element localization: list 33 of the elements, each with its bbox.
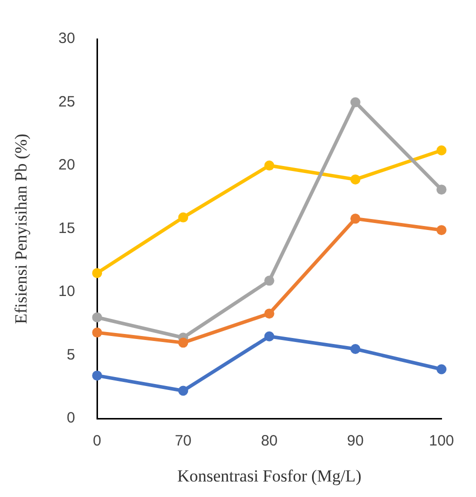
point <box>264 308 274 319</box>
point <box>436 145 446 156</box>
point <box>350 174 360 184</box>
point <box>178 212 188 222</box>
y-axis-title: Efisiensi Penyisihan Pb (%) <box>12 134 31 324</box>
y-tick-label: 0 <box>66 410 76 427</box>
point <box>178 338 188 348</box>
point <box>264 160 274 171</box>
point <box>92 370 102 381</box>
x-tick-label: 90 <box>347 432 364 450</box>
y-tick-label: 20 <box>58 156 76 174</box>
point <box>436 184 446 195</box>
y-tick-label: 25 <box>58 93 76 110</box>
point <box>264 276 274 286</box>
y-tick-label: 30 <box>58 30 76 48</box>
point <box>264 331 274 342</box>
x-tick-label: 100 <box>428 432 454 450</box>
point <box>92 268 102 278</box>
x-tick-label: 70 <box>174 432 192 450</box>
point <box>178 386 188 396</box>
x-tick-label: 0 <box>92 432 102 450</box>
y-tick-label: 15 <box>58 220 76 237</box>
y-tick-label: 10 <box>58 283 76 300</box>
point <box>350 214 360 224</box>
point <box>436 364 446 374</box>
y-tick-label: 5 <box>66 346 76 364</box>
point <box>350 97 360 108</box>
point <box>350 344 360 354</box>
x-axis-title: Konsentrasi Fosfor (Mg/L) <box>177 466 362 486</box>
point <box>92 312 102 322</box>
point <box>92 328 102 338</box>
x-tick-label: 80 <box>260 432 278 450</box>
point <box>436 225 446 236</box>
